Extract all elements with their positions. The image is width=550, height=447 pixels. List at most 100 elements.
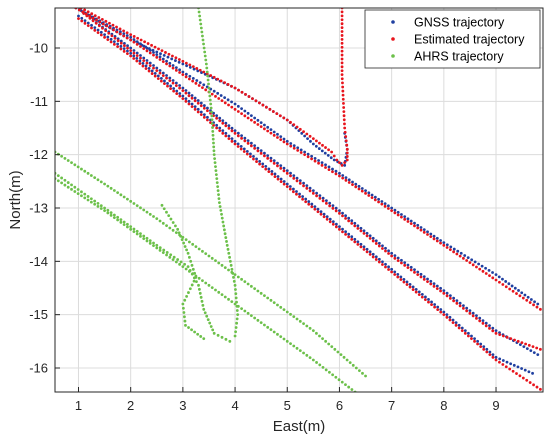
data-point	[132, 51, 136, 55]
data-point	[387, 252, 390, 255]
data-point	[406, 266, 410, 270]
data-point	[491, 329, 495, 333]
data-point	[142, 208, 146, 212]
data-point	[66, 159, 70, 162]
data-point	[207, 283, 211, 287]
legend-label: Estimated trajectory	[414, 33, 525, 47]
data-point	[532, 303, 535, 307]
data-point	[258, 101, 261, 105]
data-point	[358, 369, 361, 373]
data-point	[178, 84, 182, 87]
data-point	[167, 214, 171, 218]
data-point	[135, 40, 139, 44]
data-point	[282, 337, 286, 341]
data-point	[321, 337, 324, 341]
data-point	[182, 311, 186, 314]
data-point	[263, 294, 266, 298]
data-point	[135, 42, 139, 46]
data-point	[473, 337, 476, 341]
data-point	[96, 28, 100, 32]
data-point	[169, 217, 173, 221]
data-point	[193, 96, 197, 100]
data-point	[327, 168, 331, 172]
data-point	[89, 197, 93, 201]
data-point	[338, 227, 341, 231]
data-point	[359, 226, 363, 230]
data-point	[96, 201, 100, 205]
data-point	[341, 176, 345, 180]
data-point	[448, 294, 452, 298]
data-point	[252, 154, 255, 158]
data-point	[165, 253, 168, 257]
data-point	[429, 232, 433, 236]
data-point	[315, 194, 319, 198]
data-point	[235, 321, 239, 325]
data-point	[233, 334, 237, 338]
data-point	[170, 57, 174, 61]
data-point	[513, 286, 517, 290]
data-point	[142, 44, 146, 48]
legend-marker	[391, 20, 395, 24]
data-point	[199, 101, 203, 105]
data-point	[439, 308, 443, 311]
data-point	[129, 227, 133, 231]
data-point	[308, 134, 312, 138]
data-point	[94, 21, 98, 25]
data-point	[328, 220, 332, 224]
data-point	[295, 190, 298, 193]
data-point	[513, 338, 516, 342]
data-point	[161, 71, 165, 75]
data-point	[269, 156, 273, 160]
x-tick-label: 2	[127, 398, 134, 413]
data-point	[106, 211, 110, 215]
data-point	[209, 106, 213, 110]
data-point	[253, 146, 257, 150]
data-point	[467, 331, 470, 335]
data-point	[176, 227, 180, 231]
data-point	[230, 270, 234, 274]
data-point	[470, 334, 473, 338]
data-point	[353, 237, 357, 241]
data-point	[264, 167, 268, 171]
data-point	[202, 337, 206, 341]
data-point	[278, 114, 282, 118]
data-point	[180, 238, 184, 242]
data-point	[111, 23, 115, 27]
data-point	[302, 181, 305, 185]
data-point	[161, 57, 165, 61]
data-point	[202, 106, 206, 110]
data-point	[365, 234, 369, 238]
data-point	[276, 175, 280, 178]
data-point	[298, 192, 301, 196]
data-point	[348, 361, 352, 365]
data-point	[416, 223, 420, 227]
data-point	[414, 290, 418, 294]
data-point	[307, 200, 311, 203]
data-point	[184, 99, 188, 103]
data-point	[520, 341, 524, 345]
data-point	[345, 155, 349, 158]
data-point	[494, 358, 498, 362]
data-point	[73, 190, 77, 193]
data-point	[151, 48, 155, 52]
data-point	[135, 56, 139, 60]
data-point	[471, 314, 475, 318]
data-point	[129, 38, 133, 42]
data-point	[311, 137, 315, 141]
y-tick-label: -13	[29, 201, 48, 216]
data-point	[174, 68, 178, 72]
data-point	[188, 255, 191, 259]
data-point	[174, 66, 178, 70]
data-point	[197, 247, 201, 251]
data-point	[145, 236, 149, 240]
data-point	[227, 134, 231, 138]
data-point	[436, 305, 440, 309]
data-point	[396, 272, 400, 276]
data-point	[285, 185, 289, 189]
data-point	[206, 318, 210, 322]
data-point	[377, 197, 380, 201]
data-point	[479, 342, 483, 346]
data-point	[220, 263, 224, 267]
data-point	[220, 212, 223, 216]
x-tick-label: 5	[284, 398, 291, 413]
